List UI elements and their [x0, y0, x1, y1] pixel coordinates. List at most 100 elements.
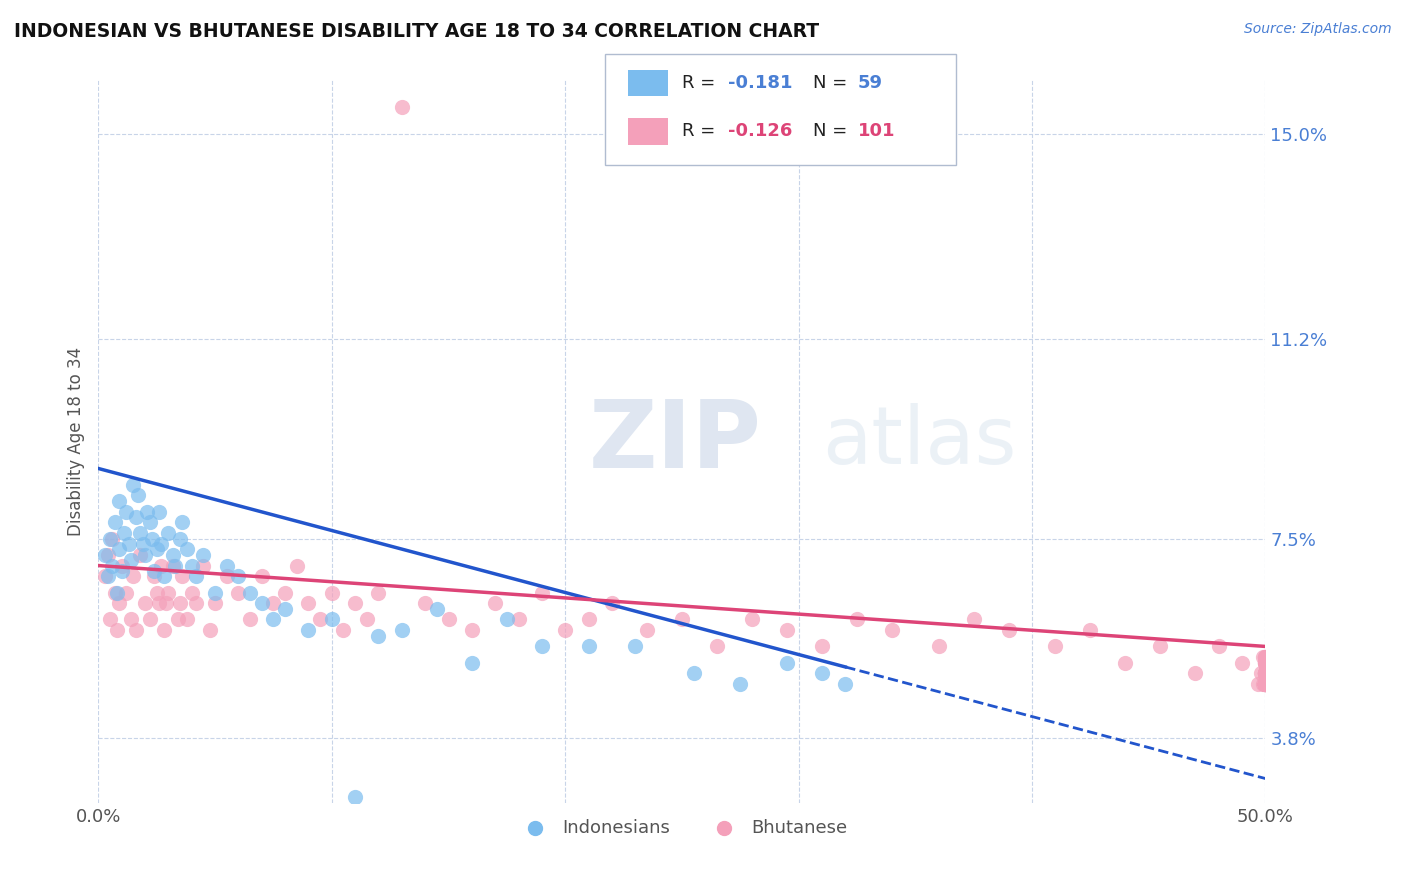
Point: [1254, 677, 1277, 691]
Point: [811, 640, 834, 654]
Point: [297, 596, 319, 610]
Point: [496, 612, 519, 626]
Point: [152, 569, 174, 583]
Point: [97, 548, 120, 562]
Point: [94, 548, 117, 562]
Point: [928, 640, 950, 654]
Point: [834, 677, 856, 691]
Point: [125, 510, 148, 524]
Point: [1254, 666, 1277, 681]
Point: [1254, 677, 1277, 691]
Point: [228, 585, 250, 599]
Point: [274, 601, 297, 615]
Point: [706, 640, 728, 654]
Point: [122, 477, 145, 491]
Text: Source: ZipAtlas.com: Source: ZipAtlas.com: [1244, 22, 1392, 37]
Point: [1254, 656, 1277, 670]
Point: [250, 596, 273, 610]
Point: [120, 553, 142, 567]
Point: [367, 585, 389, 599]
Point: [391, 100, 413, 114]
Point: [776, 624, 799, 638]
Point: [148, 505, 170, 519]
Point: [127, 488, 149, 502]
Point: [136, 505, 159, 519]
Point: [228, 569, 250, 583]
Point: [204, 596, 226, 610]
Point: [437, 612, 460, 626]
Point: [98, 532, 121, 546]
Point: [1254, 650, 1277, 665]
Point: [730, 677, 752, 691]
Point: [530, 585, 553, 599]
Point: [162, 558, 184, 573]
Point: [152, 624, 174, 638]
Text: R =: R =: [682, 122, 721, 140]
Point: [150, 558, 173, 573]
Point: [344, 596, 367, 610]
Point: [108, 493, 131, 508]
Point: [1254, 666, 1277, 681]
Point: [186, 569, 208, 583]
Point: [112, 526, 135, 541]
Point: [1254, 650, 1277, 665]
Point: [508, 612, 530, 626]
Point: [1250, 666, 1272, 681]
Point: [1251, 677, 1274, 691]
Point: [1254, 677, 1277, 691]
Point: [165, 558, 187, 573]
Point: [141, 532, 163, 546]
Point: [321, 585, 343, 599]
Point: [129, 526, 152, 541]
Point: [250, 569, 273, 583]
Point: [204, 585, 226, 599]
Text: 59: 59: [858, 74, 883, 92]
Point: [98, 612, 121, 626]
Point: [682, 666, 704, 681]
Point: [776, 656, 799, 670]
Point: [193, 548, 215, 562]
Point: [1254, 666, 1277, 681]
Point: [176, 612, 198, 626]
Point: [367, 629, 389, 643]
Point: [1184, 666, 1206, 681]
Point: [461, 624, 484, 638]
Point: [1251, 650, 1274, 665]
Text: atlas: atlas: [823, 402, 1017, 481]
Point: [186, 596, 208, 610]
Point: [1080, 624, 1102, 638]
Point: [1254, 666, 1277, 681]
Text: ZIP: ZIP: [589, 395, 762, 488]
Point: [134, 596, 156, 610]
Point: [115, 505, 138, 519]
Point: [193, 558, 215, 573]
Point: [176, 542, 198, 557]
Point: [1254, 677, 1277, 691]
Point: [413, 596, 436, 610]
Point: [1254, 677, 1277, 691]
Point: [108, 542, 131, 557]
Point: [1114, 656, 1136, 670]
Point: [1247, 677, 1270, 691]
Point: [332, 624, 354, 638]
Point: [157, 526, 180, 541]
Point: [129, 548, 152, 562]
Point: [846, 612, 869, 626]
Point: [101, 558, 124, 573]
Point: [108, 596, 131, 610]
Point: [600, 596, 623, 610]
Point: [811, 666, 834, 681]
Point: [578, 640, 600, 654]
Point: [104, 516, 127, 530]
Point: [169, 596, 191, 610]
Point: [1230, 656, 1253, 670]
Point: [162, 548, 184, 562]
Point: [180, 585, 202, 599]
Point: [1254, 666, 1277, 681]
Point: [1254, 666, 1277, 681]
Point: [239, 612, 262, 626]
Point: [215, 569, 238, 583]
Point: [118, 537, 141, 551]
Point: [105, 585, 128, 599]
Point: [578, 612, 600, 626]
